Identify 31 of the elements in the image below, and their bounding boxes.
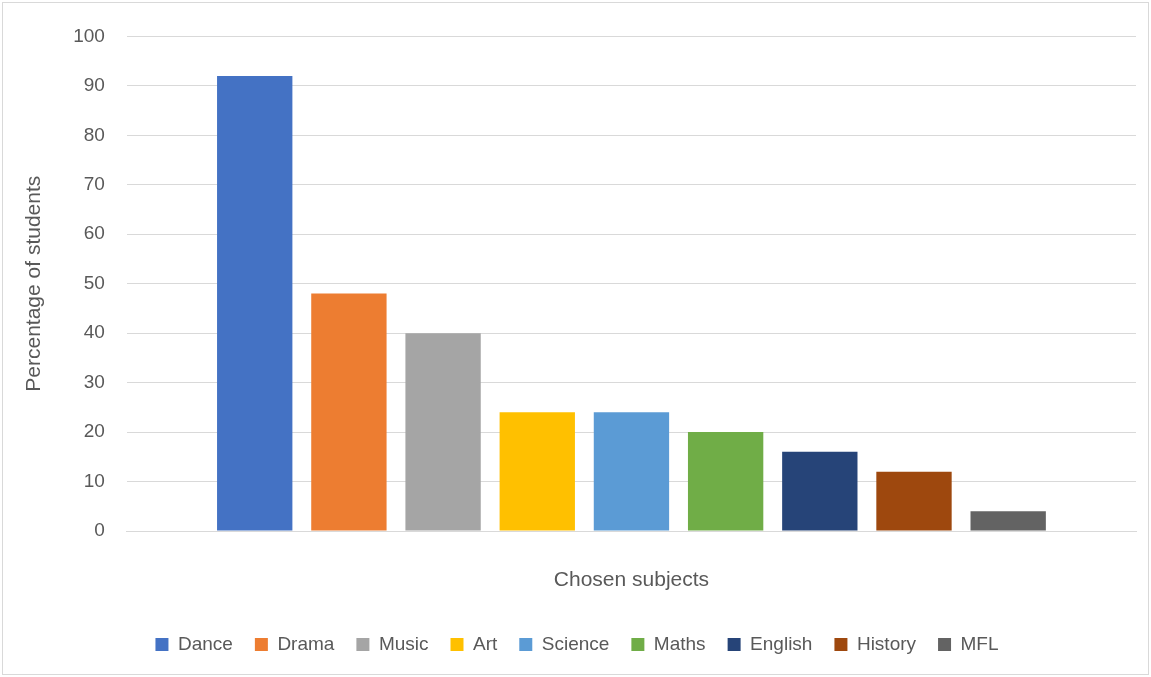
x-axis-title: Chosen subjects [553, 567, 710, 591]
bar [782, 451, 858, 531]
legend-label: Music [378, 632, 429, 654]
y-tick-label: 30 [83, 370, 105, 392]
y-tick-label: 90 [83, 74, 105, 96]
legend-label: Art [473, 632, 498, 654]
legend-label: Maths [653, 632, 706, 654]
legend-label: English [750, 632, 813, 654]
bar [876, 471, 952, 531]
y-axis-title: Percentage of students [21, 175, 45, 392]
y-tick-label: 70 [83, 173, 105, 195]
y-tick-label: 100 [73, 24, 105, 46]
legend-label: Drama [277, 632, 335, 654]
y-tick-label: 40 [83, 321, 105, 343]
bar [970, 511, 1046, 531]
y-tick-label: 50 [83, 271, 105, 293]
legend-label: Science [541, 632, 610, 654]
bar [687, 432, 764, 531]
bar [405, 333, 481, 531]
y-tick-label: 0 [94, 519, 105, 541]
y-tick-label: 80 [83, 123, 105, 145]
bar [311, 293, 387, 531]
bar [593, 412, 670, 531]
legend-label: MFL [960, 632, 999, 654]
y-tick-label: 60 [83, 222, 105, 244]
y-tick-label: 10 [83, 469, 105, 491]
bar [499, 412, 575, 531]
legend-label: History [856, 632, 917, 654]
legend-label: Dance [177, 632, 233, 654]
bar [217, 75, 293, 531]
y-tick-label: 20 [83, 420, 105, 442]
